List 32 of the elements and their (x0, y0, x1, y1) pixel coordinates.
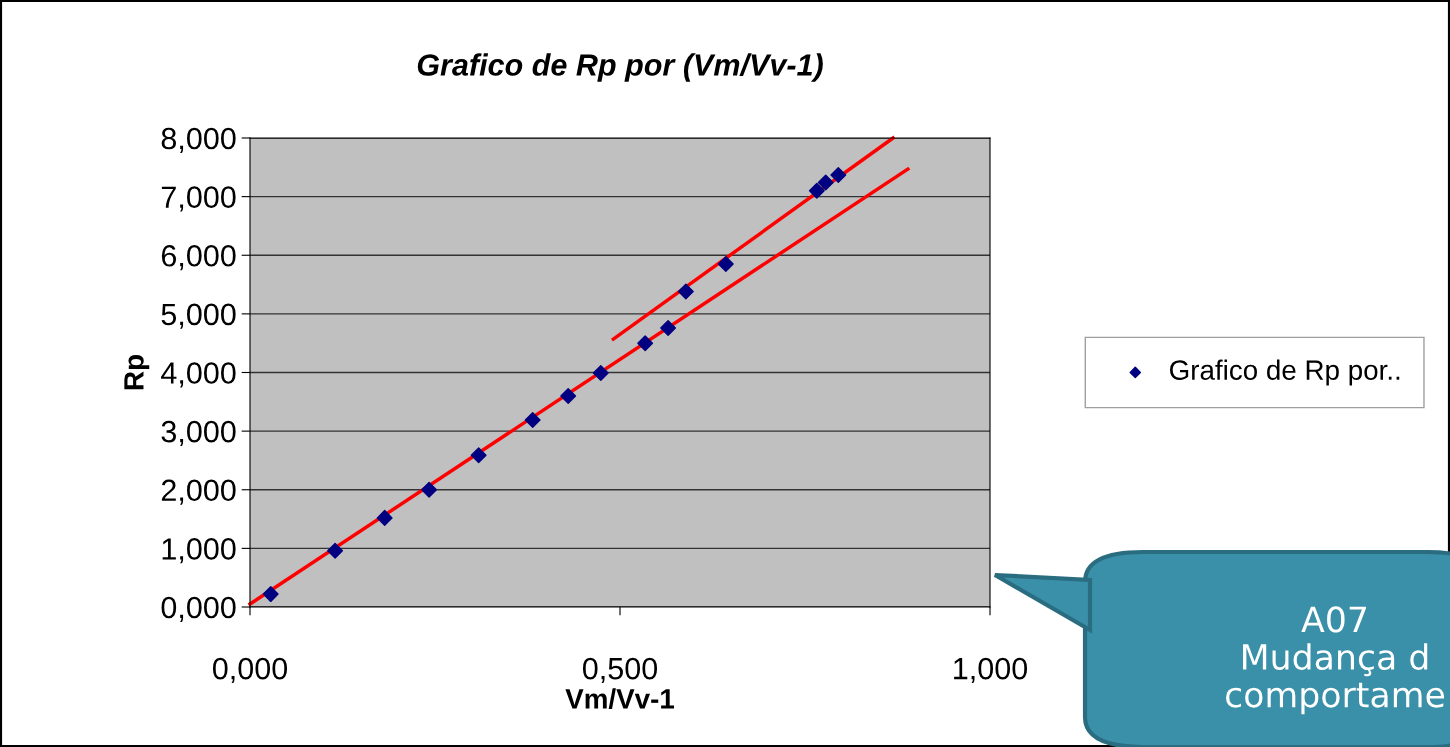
x-tick-label: 1,000 (954, 657, 1028, 684)
point (592, 365, 609, 382)
point (421, 481, 438, 498)
point (717, 256, 734, 273)
legend-label: Grafico de Rp por.. (1170, 359, 1400, 386)
x-tick-label: 0,000 (212, 657, 288, 684)
y-tick-label: 0,000 (161, 596, 236, 622)
y-tick-label: 2,000 (161, 479, 236, 505)
point (677, 283, 694, 300)
y-axis-title: Rp (124, 355, 150, 390)
y-tick-label: 7,000 (161, 186, 236, 212)
point (808, 182, 825, 199)
x-axis-title: Vm/Vv-1 (565, 688, 675, 709)
point (524, 412, 541, 428)
point (637, 335, 654, 352)
point (560, 387, 577, 404)
y-tick-label: 4,000 (161, 362, 236, 388)
chart-title: Grafico de Rp por (Vm/Vv-1) (417, 53, 823, 82)
y-tick-label: 5,000 (161, 303, 236, 329)
point (830, 166, 847, 183)
x-tick-label: 0,500 (582, 657, 658, 684)
point (376, 509, 393, 526)
y-tick-label: 3,000 (161, 420, 236, 447)
point (660, 319, 677, 336)
point (262, 586, 279, 603)
text: A07 Mudança d comportame (1226, 606, 1445, 715)
y-tick-label: 8,000 (161, 127, 236, 153)
y-tick-label: 1,000 (162, 538, 236, 564)
y-tick-label: 6,000 (161, 244, 236, 271)
point (470, 447, 487, 464)
point (817, 174, 834, 191)
point (327, 542, 344, 559)
